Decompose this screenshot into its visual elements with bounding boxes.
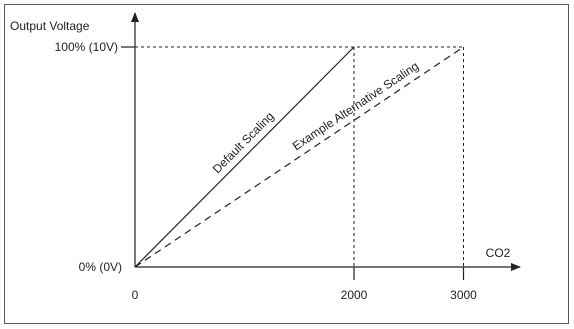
chart-labels: 0% (0V) 100% (10V) 0 2000 3000 Default Scalin…: [10, 19, 511, 302]
series-label: Example Alternative Scaling: [290, 59, 421, 153]
y-tick-label: 0% (0V): [79, 260, 122, 274]
x-tick-label: 0: [132, 288, 139, 302]
series-lines: [134, 46, 464, 268]
y-axis-label: Output Voltage: [10, 19, 90, 33]
chart-frame: [4, 4, 569, 324]
series-label: Default Scaling: [210, 109, 277, 176]
series-line: [134, 46, 355, 268]
x-axis-label: CO2: [486, 246, 511, 260]
y-tick-label: 100% (10V): [55, 40, 118, 54]
x-tick-label: 3000: [450, 288, 477, 302]
series-line: [134, 46, 464, 268]
x-tick-label: 2000: [341, 288, 368, 302]
guide-lines: [135, 46, 464, 267]
